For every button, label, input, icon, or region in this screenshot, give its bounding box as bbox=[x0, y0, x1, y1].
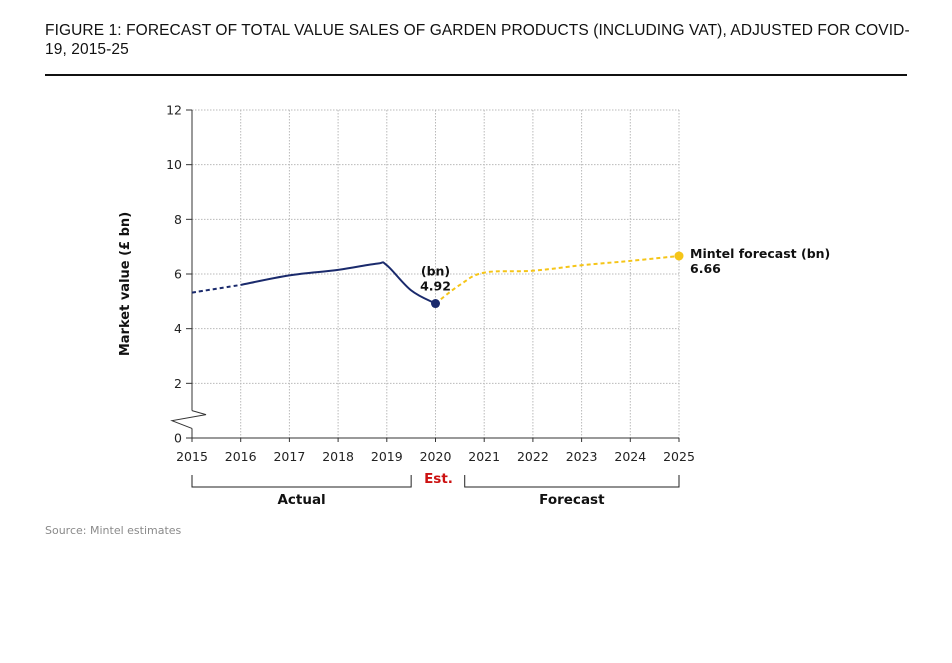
point-2020 bbox=[431, 299, 440, 309]
figure-title: FIGURE 1: FORECAST OF TOTAL VALUE SALES … bbox=[45, 22, 910, 58]
x-tick-label: 2020 bbox=[420, 449, 452, 464]
y-tick-label: 4 bbox=[174, 321, 182, 336]
y-tick-label: 6 bbox=[174, 267, 182, 282]
period-bracket bbox=[191, 475, 412, 488]
series-line-forecast bbox=[434, 254, 680, 305]
point-2025 bbox=[674, 251, 684, 261]
data-annotations: (bn)4.92 Mintel forecast (bn)6.66 bbox=[420, 246, 830, 309]
annotation-unit-2025: Mintel forecast (bn) bbox=[690, 246, 830, 261]
x-tick-label: 2017 bbox=[273, 449, 305, 464]
title-divider bbox=[45, 74, 907, 76]
series-line-actual bbox=[240, 261, 436, 305]
x-tick-label: 2024 bbox=[614, 449, 646, 464]
y-tick-label: 10 bbox=[166, 157, 182, 172]
x-tick-label: 2021 bbox=[468, 449, 500, 464]
period-brackets: Actual Est. Forecast bbox=[191, 471, 680, 508]
x-tick-label: 2025 bbox=[663, 449, 695, 464]
y-tick-label: 0 bbox=[174, 431, 182, 446]
series-lines bbox=[191, 254, 680, 305]
x-tick-label: 2019 bbox=[371, 449, 403, 464]
y-tick-labels: 0 2 4 6 8 10 12 bbox=[166, 103, 182, 446]
x-tick-label: 2018 bbox=[322, 449, 354, 464]
y-axis-label: Market value (£ bn) bbox=[118, 212, 133, 356]
series-line-actual-dashed bbox=[191, 283, 241, 294]
period-label: Actual bbox=[277, 492, 325, 508]
y-tick-label: 12 bbox=[166, 103, 182, 118]
source-note: Source: Mintel estimates bbox=[45, 524, 182, 537]
x-tick-label: 2015 bbox=[176, 449, 208, 464]
period-bracket bbox=[464, 475, 680, 488]
y-axis-break bbox=[170, 410, 207, 429]
x-tick-label: 2022 bbox=[517, 449, 549, 464]
x-tick-labels: 2015 2016 2017 2018 2019 2020 2021 2022 2023 2024… bbox=[176, 449, 695, 464]
period-label-estimate: Est. bbox=[424, 471, 453, 487]
x-tick-label: 2023 bbox=[566, 449, 598, 464]
y-tick-label: 8 bbox=[174, 212, 182, 227]
annotation-unit-2020: (bn) bbox=[421, 264, 450, 279]
y-tick-label: 2 bbox=[174, 376, 182, 391]
annotation-value-2020: 4.92 bbox=[420, 279, 451, 294]
chart-grid bbox=[192, 109, 680, 438]
period-label: Forecast bbox=[539, 492, 605, 508]
x-tick-label: 2016 bbox=[225, 449, 257, 464]
annotation-value-2025: 6.66 bbox=[690, 261, 721, 276]
chart-axes bbox=[170, 109, 680, 442]
